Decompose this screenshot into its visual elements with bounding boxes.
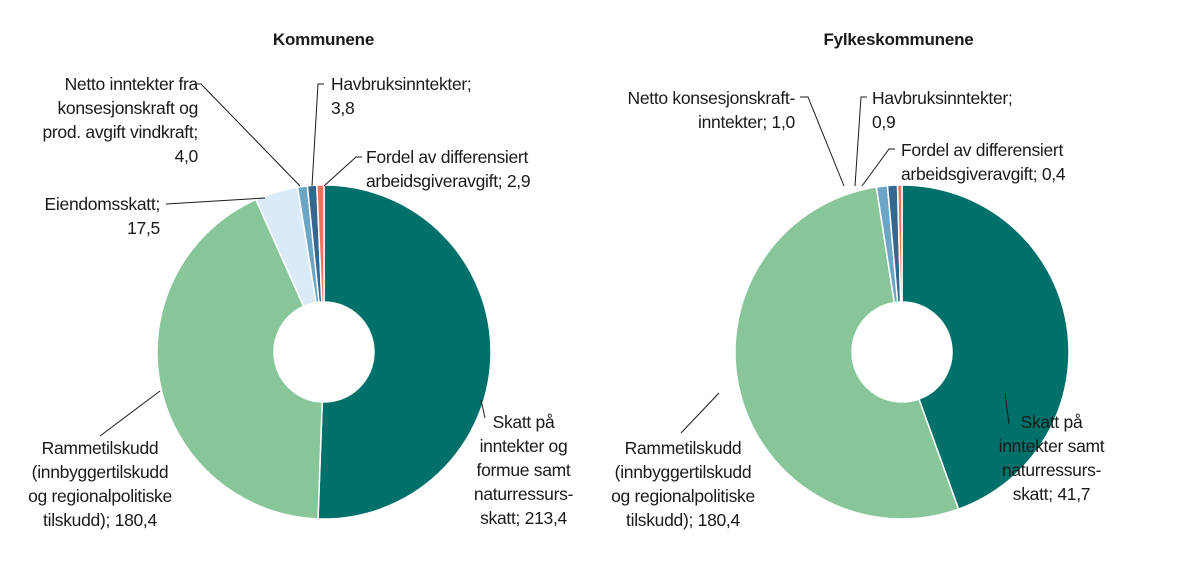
slice-ramme — [734, 186, 960, 520]
slice-fordel — [896, 184, 903, 303]
donut-chart-kommunene — [99, 83, 492, 520]
donut-slices — [734, 184, 1070, 520]
label-havbruk: Havbruksinntekter; 0,9 — [872, 88, 1013, 132]
slice-skatt — [901, 184, 1070, 511]
label-skatt: Skatt på inntekter samt naturressurs- sk… — [998, 412, 1105, 504]
label-fordel: Fordel av differensiert arbeidsgiveravgi… — [901, 140, 1066, 184]
leader-line-skatt — [480, 399, 486, 419]
leader-line-ramme — [680, 392, 720, 434]
donut-chart-fylkeskommunene — [680, 96, 1070, 520]
leader-line-skatt — [1004, 392, 1010, 425]
label-havbruk: Havbruksinntekter; 3,8 — [331, 74, 472, 118]
slice-skatt — [317, 184, 492, 520]
label-skatt: Skatt på inntekter og formue samt naturr… — [473, 412, 574, 528]
donut-slices — [156, 184, 492, 520]
leader-line-havbruk — [311, 83, 324, 187]
slice-fordel — [316, 184, 325, 303]
label-ramme: Rammetilskudd (innbyggertilskudd og regi… — [611, 438, 755, 530]
label-netto: Netto konsesjonskraft- inntekter; 1,0 — [627, 88, 795, 132]
label-eiendom: Eiendomsskatt; 17,5 — [44, 194, 161, 238]
leader-line-ramme — [99, 390, 161, 437]
chart-panel-fylkeskommunene: Fylkeskommunene Netto konsesjonskraft- i… — [599, 0, 1198, 568]
leader-line-netto — [800, 96, 845, 187]
leader-lines — [99, 83, 486, 437]
leader-lines — [680, 96, 1010, 434]
chart-panel-kommunene: Kommunene Netto inntekter fra konsesjons… — [28, 30, 574, 530]
slice-ramme — [156, 198, 323, 520]
label-netto: Netto inntekter fra konsesjonskraft og p… — [42, 74, 198, 166]
leader-line-eiendom — [165, 197, 266, 205]
label-ramme: Rammetilskudd (innbyggertilskudd og regi… — [28, 438, 172, 530]
leader-line-netto — [194, 83, 301, 187]
chart-title: Kommunene — [272, 30, 375, 49]
leader-line-fordel — [861, 148, 895, 187]
chart-title: Fylkeskommunene — [823, 30, 974, 49]
leader-line-havbruk — [854, 96, 867, 187]
leader-line-fordel — [323, 156, 362, 187]
label-fordel: Fordel av differensiert arbeidsgiveravgi… — [366, 147, 531, 191]
